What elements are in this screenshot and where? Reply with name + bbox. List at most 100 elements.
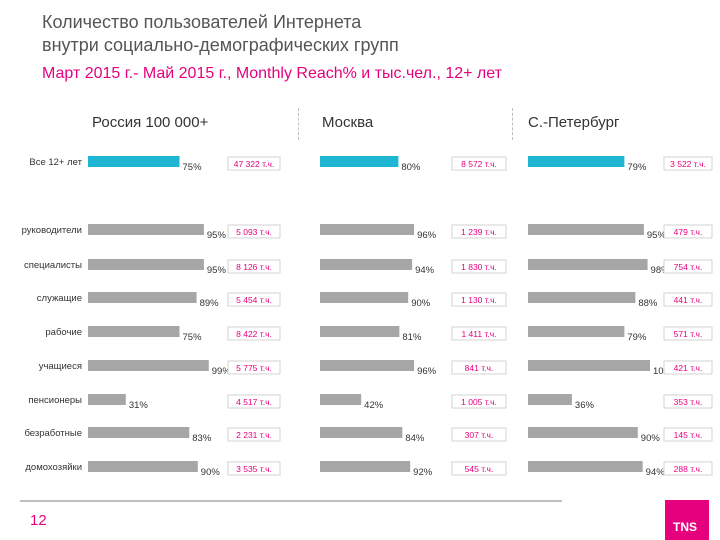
bar	[88, 461, 198, 472]
thousands-box	[663, 156, 713, 171]
category-label: безработные	[24, 428, 82, 439]
thousands-label: 4 517 т.ч.	[236, 397, 272, 407]
region-divider-1	[298, 108, 299, 140]
region-header-moscow: Москва	[322, 114, 374, 131]
category-label: Все 12+ лет	[29, 157, 82, 168]
category-label: руководители	[22, 225, 82, 236]
bar	[528, 360, 650, 371]
thousands-box	[451, 427, 507, 442]
thousands-label: 1 830 т.ч.	[461, 262, 497, 272]
percent-label: 95%	[207, 230, 227, 241]
thousands-label: 5 454 т.ч.	[236, 295, 272, 305]
bar	[320, 259, 413, 270]
bar	[528, 292, 636, 303]
bar	[320, 156, 399, 167]
bar	[528, 224, 644, 235]
percent-label: 84%	[405, 433, 425, 444]
percent-label: 94%	[646, 467, 666, 478]
category-label: пенсионеры	[28, 395, 82, 406]
thousands-label: 421 т.ч.	[674, 363, 703, 373]
category-label: домохозяйки	[25, 462, 82, 473]
thousands-box	[451, 224, 507, 239]
region-header-russia: Россия 100 000+	[92, 114, 209, 131]
thousands-label: 5 775 т.ч.	[236, 363, 272, 373]
bar	[528, 394, 572, 405]
thousands-label: 545 т.ч.	[465, 464, 494, 474]
bar	[320, 224, 415, 235]
percent-label: 80%	[401, 162, 421, 173]
percent-label: 79%	[627, 162, 647, 173]
percent-label: 79%	[627, 332, 647, 343]
thousands-box	[227, 259, 281, 274]
percent-label: 95%	[647, 230, 667, 241]
thousands-label: 47 322 т.ч.	[234, 159, 274, 169]
percent-label: 42%	[364, 400, 384, 411]
thousands-label: 1 239 т.ч.	[461, 227, 497, 237]
thousands-label: 2 231 т.ч.	[236, 430, 272, 440]
thousands-box	[663, 360, 713, 375]
percent-label: 94%	[415, 265, 435, 276]
bar	[528, 326, 625, 337]
thousands-label: 1 130 т.ч.	[461, 295, 497, 305]
bar	[528, 461, 643, 472]
bar	[88, 427, 190, 438]
percent-label: 96%	[417, 366, 437, 377]
bar	[320, 360, 415, 371]
percent-label: 36%	[575, 400, 595, 411]
thousands-box	[663, 259, 713, 274]
region-header-spb: С.-Петербург	[528, 114, 620, 131]
thousands-label: 3 535 т.ч.	[236, 464, 272, 474]
page-number: 12	[30, 512, 47, 529]
thousands-box	[227, 427, 281, 442]
thousands-box	[663, 461, 713, 476]
footer-divider	[20, 500, 562, 502]
bar	[320, 326, 400, 337]
bar	[88, 326, 180, 337]
thousands-box	[227, 156, 281, 171]
thousands-label: 1 005 т.ч.	[461, 397, 497, 407]
thousands-box	[663, 326, 713, 341]
thousands-box	[663, 394, 713, 409]
bar	[528, 427, 638, 438]
thousands-box	[227, 292, 281, 307]
percent-label: 90%	[641, 433, 661, 444]
percent-label: 75%	[183, 162, 203, 173]
bar	[88, 292, 197, 303]
thousands-box	[227, 224, 281, 239]
thousands-box	[663, 292, 713, 307]
thousands-label: 8 572 т.ч.	[461, 159, 497, 169]
thousands-box	[451, 461, 507, 476]
bar	[88, 156, 180, 167]
thousands-label: 3 522 т.ч.	[670, 159, 706, 169]
tns-logo: TNS	[665, 500, 709, 540]
thousands-label: 8 126 т.ч.	[236, 262, 272, 272]
region-divider-2	[512, 108, 513, 140]
bar	[88, 259, 204, 270]
percent-label: 89%	[200, 298, 220, 309]
thousands-label: 1 411 т.ч.	[461, 329, 496, 339]
percent-label: 90%	[201, 467, 221, 478]
thousands-label: 571 т.ч.	[674, 329, 703, 339]
thousands-label: 8 422 т.ч.	[236, 329, 272, 339]
bar	[528, 259, 648, 270]
thousands-label: 145 т.ч.	[674, 430, 703, 440]
thousands-box	[663, 224, 713, 239]
percent-label: 31%	[129, 400, 149, 411]
bar	[88, 394, 126, 405]
percent-label: 83%	[192, 433, 212, 444]
thousands-box	[227, 461, 281, 476]
percent-label: 75%	[183, 332, 203, 343]
thousands-box	[227, 394, 281, 409]
thousands-box	[451, 292, 507, 307]
percent-label: 98%	[651, 265, 671, 276]
logo-text: TNS	[673, 520, 697, 534]
category-label: специалисты	[24, 260, 82, 271]
page-title-line-2: внутри социально-демографических групп	[42, 35, 399, 55]
category-label: рабочие	[45, 327, 82, 338]
bar	[320, 427, 403, 438]
bar	[88, 360, 209, 371]
percent-label: 81%	[402, 332, 422, 343]
percent-label: 96%	[417, 230, 437, 241]
thousands-label: 353 т.ч.	[674, 397, 703, 407]
